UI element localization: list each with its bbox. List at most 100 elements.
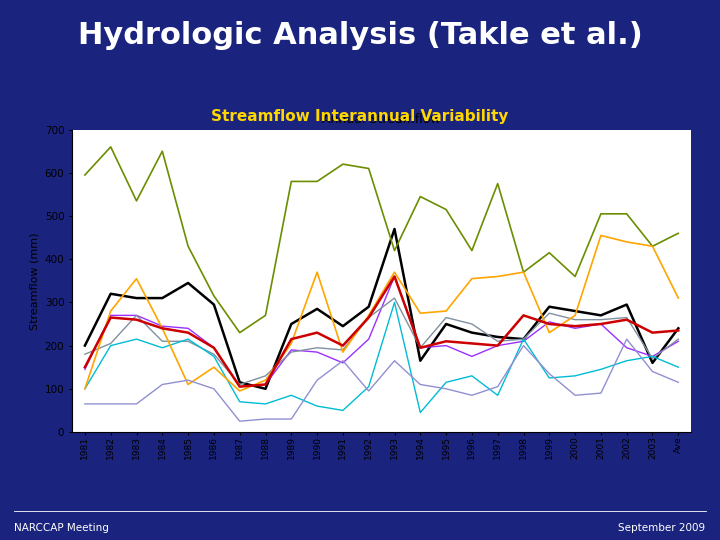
CRCM xyxy=(493,342,502,349)
Ensemble xyxy=(674,327,683,334)
MM5I xyxy=(622,357,631,364)
RCM3 xyxy=(493,273,502,280)
Baseline xyxy=(132,295,141,301)
CRCM xyxy=(158,323,166,329)
Ensemble xyxy=(312,329,321,336)
Ensemble xyxy=(81,364,89,370)
HRM3 xyxy=(467,321,476,327)
Ensemble xyxy=(158,325,166,332)
Baseline xyxy=(674,325,683,332)
Ensemble xyxy=(132,316,141,323)
Ensemble xyxy=(390,273,399,280)
CRCM xyxy=(287,347,296,353)
ECPC xyxy=(674,230,683,237)
MM5I xyxy=(158,345,166,351)
RCM3 xyxy=(81,386,89,392)
Baseline xyxy=(442,321,451,327)
CRCM xyxy=(364,336,373,342)
Baseline xyxy=(261,386,270,392)
Ensemble xyxy=(416,345,425,351)
MM5I xyxy=(312,403,321,409)
ECPC xyxy=(235,329,244,336)
WRFP xyxy=(390,357,399,364)
RCM3 xyxy=(312,269,321,275)
WRFP xyxy=(235,418,244,424)
Ensemble xyxy=(545,321,554,327)
HRM3 xyxy=(364,314,373,321)
CRCM xyxy=(519,338,528,345)
MM5I xyxy=(597,366,606,373)
MM5I xyxy=(674,364,683,370)
RCM3 xyxy=(287,340,296,347)
Ensemble xyxy=(493,342,502,349)
WRFP xyxy=(312,377,321,383)
CRCM xyxy=(132,312,141,319)
ECPC xyxy=(648,243,657,249)
RCM3 xyxy=(132,275,141,282)
CRCM xyxy=(312,349,321,355)
ECPC xyxy=(287,178,296,185)
ECPC xyxy=(545,249,554,256)
WRFP xyxy=(158,381,166,388)
Baseline xyxy=(648,360,657,366)
RCM3 xyxy=(519,269,528,275)
WRFP xyxy=(648,368,657,375)
RCM3 xyxy=(107,308,115,314)
CRCM xyxy=(338,360,347,366)
Line: MM5I: MM5I xyxy=(85,302,678,413)
RCM3 xyxy=(210,364,218,370)
CRCM xyxy=(235,383,244,390)
HRM3 xyxy=(261,373,270,379)
Text: NARCCAP Meeting: NARCCAP Meeting xyxy=(14,523,109,532)
HRM3 xyxy=(545,310,554,316)
RCM3 xyxy=(674,295,683,301)
WRFP xyxy=(519,342,528,349)
ECPC xyxy=(622,211,631,217)
Ensemble xyxy=(622,316,631,323)
ECPC xyxy=(338,161,347,167)
Ensemble xyxy=(210,345,218,351)
Ensemble xyxy=(648,329,657,336)
WRFP xyxy=(571,392,580,399)
Ensemble xyxy=(235,383,244,390)
Y-axis label: Streamflow (mm): Streamflow (mm) xyxy=(30,232,39,329)
CRCM xyxy=(442,342,451,349)
HRM3 xyxy=(312,345,321,351)
Baseline xyxy=(622,301,631,308)
HRM3 xyxy=(493,338,502,345)
Ensemble xyxy=(597,321,606,327)
RCM3 xyxy=(442,308,451,314)
CRCM xyxy=(467,353,476,360)
MM5I xyxy=(519,336,528,342)
HRM3 xyxy=(648,355,657,362)
MM5I xyxy=(81,386,89,392)
RCM3 xyxy=(338,349,347,355)
HRM3 xyxy=(416,345,425,351)
ECPC xyxy=(132,198,141,204)
HRM3 xyxy=(442,314,451,321)
Baseline xyxy=(158,295,166,301)
RCM3 xyxy=(364,312,373,319)
Line: Ensemble: Ensemble xyxy=(85,276,678,387)
MM5I xyxy=(261,401,270,407)
Ensemble xyxy=(442,338,451,345)
WRFP xyxy=(107,401,115,407)
WRFP xyxy=(442,386,451,392)
RCM3 xyxy=(571,312,580,319)
Baseline xyxy=(184,280,192,286)
Ensemble xyxy=(519,312,528,319)
ECPC xyxy=(493,180,502,187)
HRM3 xyxy=(210,351,218,357)
Line: Baseline: Baseline xyxy=(85,229,678,389)
Baseline xyxy=(493,334,502,340)
ECPC xyxy=(390,247,399,254)
CRCM xyxy=(571,325,580,332)
Ensemble xyxy=(364,314,373,321)
WRFP xyxy=(597,390,606,396)
Line: CRCM: CRCM xyxy=(85,276,678,387)
Ensemble xyxy=(184,329,192,336)
Baseline xyxy=(107,291,115,297)
Baseline xyxy=(390,226,399,232)
MM5I xyxy=(287,392,296,399)
HRM3 xyxy=(287,349,296,355)
